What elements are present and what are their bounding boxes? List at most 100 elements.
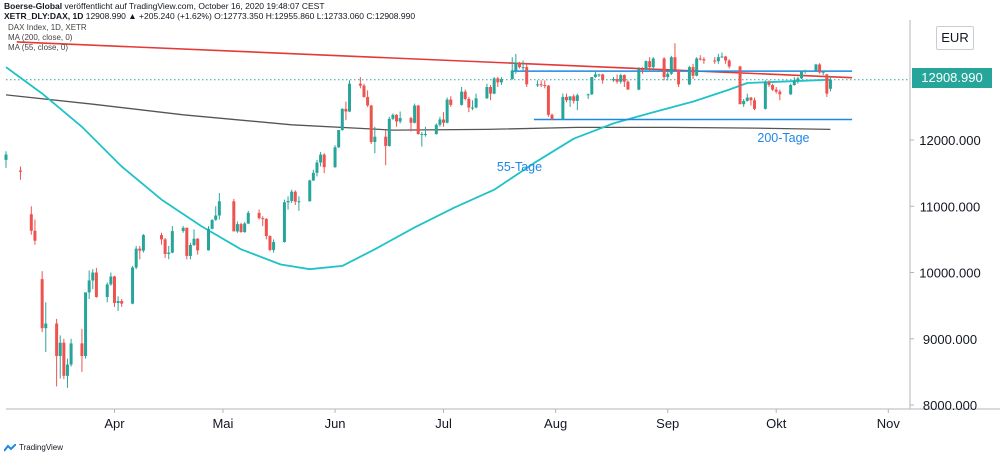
candle-down[interactable] (239, 224, 243, 233)
candle-up[interactable] (373, 136, 377, 142)
candle-down[interactable] (691, 67, 695, 76)
candle-up[interactable] (423, 134, 427, 136)
candle-up[interactable] (116, 300, 120, 303)
tradingview-footer[interactable]: TradingView (4, 443, 63, 452)
candle-up[interactable] (590, 77, 594, 95)
candle-up[interactable] (814, 64, 818, 71)
candle-down[interactable] (395, 114, 399, 122)
candle-up[interactable] (58, 342, 62, 356)
candle-up[interactable] (105, 284, 109, 298)
candle-down[interactable] (640, 69, 644, 71)
candle-up[interactable] (666, 73, 670, 78)
candle-down[interactable] (416, 105, 420, 135)
candle-up[interactable] (510, 70, 514, 80)
candle-down[interactable] (489, 87, 493, 94)
candle-up[interactable] (286, 200, 290, 203)
candle-up[interactable] (800, 71, 804, 79)
candle-down[interactable] (384, 136, 388, 146)
candle-up[interactable] (308, 180, 312, 202)
candle-down[interactable] (112, 276, 116, 303)
candle-down[interactable] (517, 62, 521, 68)
candle-up[interactable] (492, 78, 496, 94)
candle-down[interactable] (648, 61, 652, 68)
candle-up[interactable] (536, 84, 540, 86)
candle-down[interactable] (264, 218, 268, 237)
candle-up[interactable] (387, 118, 391, 146)
candle-down[interactable] (163, 239, 167, 254)
candle-up[interactable] (521, 67, 525, 69)
candle-down[interactable] (344, 108, 348, 112)
candle-down[interactable] (268, 236, 272, 250)
candle-down[interactable] (120, 300, 124, 304)
candle-down[interactable] (546, 85, 550, 115)
candle-up[interactable] (586, 94, 590, 96)
candle-up[interactable] (434, 124, 438, 135)
candle-down[interactable] (159, 235, 163, 240)
candle-up[interactable] (91, 272, 95, 281)
candle-up[interactable] (593, 74, 597, 78)
candle-up[interactable] (828, 79, 832, 89)
candle-up[interactable] (272, 242, 276, 250)
candle-up[interactable] (319, 154, 323, 163)
candle-down[interactable] (727, 60, 731, 67)
candle-up[interactable] (44, 323, 48, 329)
candle-down[interactable] (564, 96, 568, 101)
candle-up[interactable] (297, 201, 301, 203)
candle-down[interactable] (322, 154, 326, 168)
candle-down[interactable] (55, 323, 59, 356)
candle-down[interactable] (698, 58, 702, 60)
candle-up[interactable] (141, 235, 145, 251)
candle-up[interactable] (499, 79, 503, 83)
candle-up[interactable] (651, 58, 655, 68)
candle-down[interactable] (525, 67, 529, 85)
candle-down[interactable] (62, 342, 66, 376)
candle-down[interactable] (293, 191, 297, 202)
candle-down[interactable] (724, 56, 728, 61)
candle-up[interactable] (796, 78, 800, 81)
candle-down[interactable] (185, 227, 189, 256)
candle-up[interactable] (687, 67, 691, 85)
candle-up[interactable] (69, 343, 73, 365)
candle-down[interactable] (713, 60, 717, 62)
candle-down[interactable] (778, 91, 782, 95)
candle-up[interactable] (87, 280, 91, 293)
candle-down[interactable] (738, 66, 742, 105)
candle-down[interactable] (366, 96, 370, 106)
candle-up[interactable] (348, 83, 352, 112)
candle-up[interactable] (514, 62, 518, 71)
candle-up[interactable] (109, 276, 113, 285)
candle-down[interactable] (673, 57, 677, 70)
candle-down[interactable] (825, 74, 829, 94)
candle-down[interactable] (753, 100, 757, 109)
candle-down[interactable] (572, 96, 576, 101)
candle-up[interactable] (637, 69, 641, 90)
candle-down[interactable] (358, 83, 362, 86)
candle-up[interactable] (413, 105, 417, 123)
candle-down[interactable] (369, 105, 373, 142)
candle-up[interactable] (235, 224, 239, 232)
candle-down[interactable] (80, 343, 84, 356)
candle-down[interactable] (496, 78, 500, 83)
candle-up[interactable] (789, 85, 793, 95)
candle-down[interactable] (539, 84, 543, 86)
candle-up[interactable] (720, 56, 724, 58)
candle-up[interactable] (803, 70, 807, 72)
candle-up[interactable] (695, 58, 699, 76)
candle-up[interactable] (214, 215, 218, 220)
candle-up[interactable] (398, 118, 402, 122)
candle-up[interactable] (561, 96, 565, 120)
candle-down[interactable] (362, 85, 366, 97)
candle-up[interactable] (619, 75, 623, 82)
candle-up[interactable] (65, 364, 69, 376)
ma200-line[interactable] (5, 94, 831, 131)
candle-up[interactable] (821, 71, 825, 73)
candle-up[interactable] (206, 228, 210, 251)
candle-down[interactable] (449, 99, 453, 105)
candle-down[interactable] (467, 98, 471, 108)
candle-up[interactable] (4, 154, 8, 160)
candle-down[interactable] (94, 272, 98, 298)
candle-down[interactable] (626, 81, 630, 90)
candle-down[interactable] (442, 119, 446, 123)
candle-down[interactable] (774, 89, 778, 92)
